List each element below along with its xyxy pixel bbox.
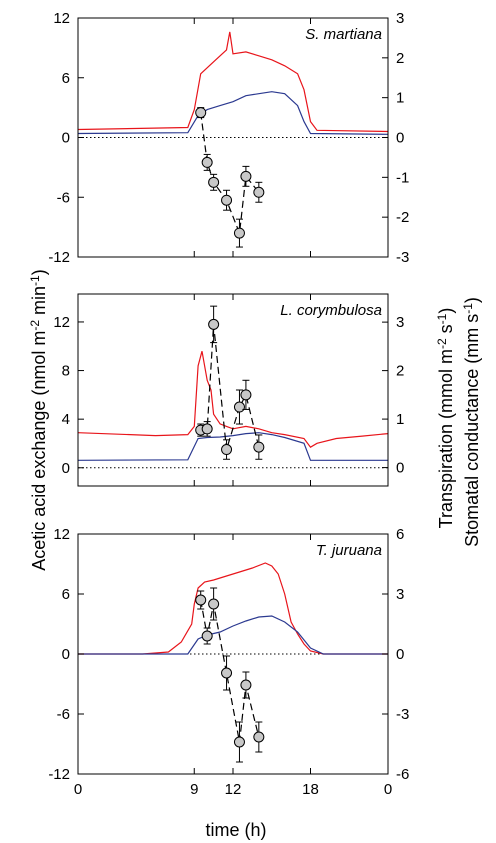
ylabel-right1-end: ) xyxy=(436,308,456,314)
right-tick-label: 2 xyxy=(396,50,404,67)
left-tick-label: -12 xyxy=(48,249,70,266)
data-point xyxy=(240,679,252,691)
y-axis-title-right-1: Transpiration (mmol m-2 s-1) xyxy=(435,308,456,529)
data-point xyxy=(240,389,252,401)
data-point xyxy=(201,156,213,168)
left-tick-label: 6 xyxy=(62,586,70,603)
left-tick-label: 12 xyxy=(53,314,70,331)
right-tick-label: 6 xyxy=(396,526,404,543)
species-label: T. juruana xyxy=(316,542,382,559)
right-tick-label: 0 xyxy=(396,646,404,663)
x-tick-label: 0 xyxy=(74,781,82,798)
data-point xyxy=(208,176,220,188)
data-point xyxy=(221,444,233,456)
data-point xyxy=(240,170,252,182)
conductance-line xyxy=(77,432,388,461)
data-point xyxy=(201,423,213,435)
left-tick-label: -6 xyxy=(57,189,70,206)
left-tick-label: -6 xyxy=(57,706,70,723)
data-point xyxy=(253,441,265,453)
right-tick-label: -2 xyxy=(396,209,409,226)
data-point xyxy=(201,630,213,642)
ylabel-right1-main: Transpiration (mmol m xyxy=(436,349,456,528)
transpiration-line xyxy=(77,351,389,448)
x-axis-title: time (h) xyxy=(205,820,266,840)
right-tick-label: 1 xyxy=(396,90,404,107)
x-tick-label: 9 xyxy=(190,781,198,798)
x-tick-label: 18 xyxy=(302,781,319,798)
right-tick-label: 1 xyxy=(396,411,404,428)
ylabel-right2-end: ) xyxy=(462,297,482,303)
ylabel-right1-sup1: -2 xyxy=(435,338,449,349)
x-tick-label: 12 xyxy=(225,781,242,798)
right-tick-label: 3 xyxy=(396,314,404,331)
right-tick-label: 2 xyxy=(396,363,404,380)
species-label: S. martiana xyxy=(305,26,382,43)
ylabel-right1-mid: s xyxy=(436,324,456,338)
data-point xyxy=(208,598,220,610)
data-point xyxy=(221,194,233,206)
right-tick-label: -1 xyxy=(396,169,409,186)
data-point xyxy=(221,667,233,679)
right-tick-label: 3 xyxy=(396,10,404,27)
ylabel-left-main: Acetic acid exchange (nmol m xyxy=(29,331,49,571)
transpiration-line xyxy=(77,31,389,133)
data-point xyxy=(208,318,220,330)
right-tick-label: -3 xyxy=(396,249,409,266)
transpiration-line xyxy=(78,562,388,655)
ylabel-left-sup1: -2 xyxy=(28,320,42,331)
ylabel-right2-sup: -1 xyxy=(461,303,475,314)
x-tick-label: 0 xyxy=(384,781,392,798)
data-point xyxy=(233,736,245,748)
left-tick-label: 0 xyxy=(62,460,70,477)
data-point xyxy=(195,107,207,119)
right-tick-label: 0 xyxy=(396,130,404,147)
left-tick-label: 0 xyxy=(62,130,70,147)
left-tick-label: 12 xyxy=(53,526,70,543)
right-tick-label: 0 xyxy=(396,460,404,477)
right-tick-label: -3 xyxy=(396,706,409,723)
ylabel-right1-sup2: -1 xyxy=(435,313,449,324)
left-tick-label: 6 xyxy=(62,70,70,87)
conductance-line xyxy=(78,615,388,655)
right-tick-label: 3 xyxy=(396,586,404,603)
ylabel-right2-main: Stomatal conductance (mm s xyxy=(462,314,482,547)
data-point xyxy=(195,594,207,606)
species-label: L. corymbulosa xyxy=(280,302,382,319)
left-tick-label: 12 xyxy=(53,10,70,27)
plot-frame xyxy=(77,293,389,487)
left-tick-label: 8 xyxy=(62,363,70,380)
conductance-line xyxy=(77,91,389,135)
left-tick-label: 4 xyxy=(62,411,70,428)
y-axis-title-left: Acetic acid exchange (nmol m-2 min-1) xyxy=(28,269,49,570)
y-axis-title-right-2: Stomatal conductance (mm s-1) xyxy=(461,297,482,547)
right-tick-label: -6 xyxy=(396,766,409,783)
data-point xyxy=(233,227,245,239)
ylabel-left-end: ) xyxy=(29,269,49,275)
data-point xyxy=(253,186,265,198)
ylabel-left-mid: min xyxy=(29,286,49,320)
left-tick-label: -12 xyxy=(48,766,70,783)
ylabel-left-sup2: -1 xyxy=(28,275,42,286)
left-tick-label: 0 xyxy=(62,646,70,663)
data-point xyxy=(233,401,245,413)
data-point xyxy=(253,731,265,743)
